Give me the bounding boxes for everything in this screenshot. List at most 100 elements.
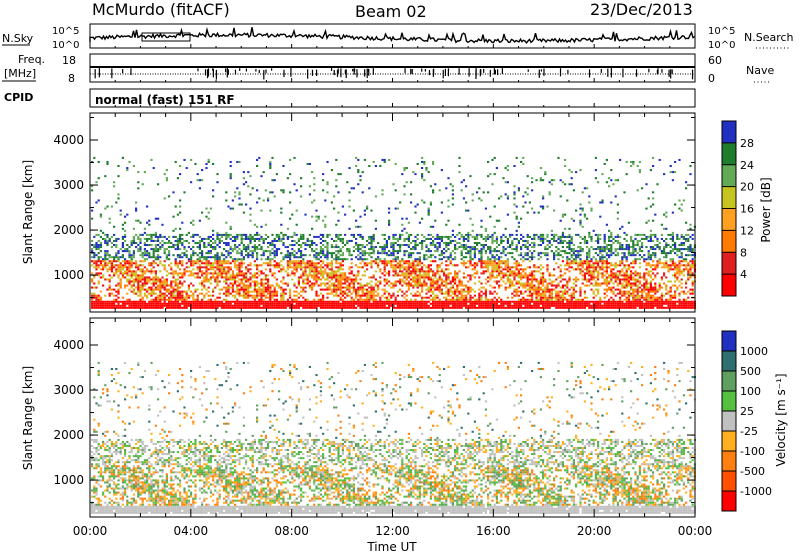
heatmap-cell (434, 280, 437, 283)
heatmap-cell (495, 258, 498, 261)
heatmap-cell (405, 282, 408, 285)
heatmap-cell (546, 258, 549, 261)
heatmap-cell (348, 191, 351, 194)
heatmap-cell (97, 306, 100, 309)
heatmap-cell (159, 278, 162, 281)
heatmap-cell (458, 306, 461, 309)
heatmap-cell (467, 231, 470, 234)
heatmap-cell (403, 169, 406, 172)
heatmap-cell (132, 165, 135, 168)
heatmap-cell (491, 250, 494, 253)
heatmap-cell (403, 272, 406, 275)
heatmap-cell (249, 239, 252, 242)
heatmap-cell (143, 292, 146, 295)
heatmap-cell (330, 254, 333, 257)
heatmap-cell (418, 304, 421, 307)
heatmap-cell (480, 262, 483, 265)
heatmap-cell (491, 306, 494, 309)
heatmap-cell (225, 288, 228, 291)
heatmap-cell (308, 260, 311, 263)
heatmap-cell (506, 304, 509, 307)
heatmap-cell (524, 239, 527, 242)
heatmap-cell (522, 286, 525, 289)
heatmap-cell (308, 162, 311, 166)
heatmap-cell (346, 302, 349, 305)
heatmap-cell (157, 300, 160, 303)
heatmap-cell (192, 252, 195, 255)
heatmap-cell (154, 288, 157, 291)
heatmap-cell (163, 278, 166, 281)
heatmap-cell (366, 282, 369, 285)
heatmap-cell (423, 302, 426, 305)
heatmap-cell (245, 278, 248, 281)
heatmap-cell (513, 290, 516, 293)
heatmap-cell (306, 239, 309, 242)
heatmap-cell (432, 270, 435, 273)
heatmap-cell (146, 288, 149, 291)
heatmap-cell (357, 286, 360, 289)
cpid-label: CPID (4, 91, 33, 104)
heatmap-cell (110, 270, 113, 273)
heatmap-cell (372, 276, 375, 279)
freq-panel: Freq. [MHz] 18 8 60 0 Nave (2, 53, 774, 85)
heatmap-cell (451, 239, 454, 242)
heatmap-cell (425, 244, 428, 247)
heatmap-cell (379, 268, 382, 271)
heatmap-cell (212, 276, 215, 279)
heatmap-cell (115, 246, 118, 249)
heatmap-cell (478, 292, 481, 295)
heatmap-cell (544, 173, 547, 176)
heatmap-cell (392, 300, 395, 303)
heatmap-cell (115, 306, 118, 309)
heatmap-cell (324, 264, 327, 267)
heatmap-cell (515, 272, 518, 275)
heatmap-cell (319, 304, 322, 307)
heatmap-cell (306, 298, 309, 301)
heatmap-cell (348, 227, 351, 230)
heatmap-cell (143, 304, 146, 307)
heatmap-cell (322, 173, 325, 176)
heatmap-cell (291, 248, 294, 251)
heatmap-cell (482, 292, 485, 295)
heatmap-cell (407, 286, 410, 289)
heatmap-cell (436, 278, 439, 281)
heatmap-cell (447, 288, 450, 291)
heatmap-cell (484, 282, 487, 285)
heatmap-cell (113, 258, 116, 261)
heatmap-cell (405, 306, 408, 309)
heatmap-cell (269, 250, 272, 253)
heatmap-cell (124, 264, 127, 267)
heatmap-cell (504, 282, 507, 285)
heatmap-cell (154, 278, 157, 281)
heatmap-cell (546, 233, 549, 236)
heatmap-cell (247, 280, 250, 283)
heatmap-cell (344, 244, 347, 247)
heatmap-cell (198, 270, 201, 273)
heatmap-cell (245, 306, 248, 309)
heatmap-cell (245, 276, 248, 279)
heatmap-cell (438, 276, 441, 279)
heatmap-cell (291, 302, 294, 305)
heatmap-cell (157, 183, 160, 186)
heatmap-cell (203, 278, 206, 281)
heatmap-cell (550, 302, 553, 305)
heatmap-cell (289, 296, 292, 299)
heatmap-cell (192, 296, 195, 299)
heatmap-cell (330, 302, 333, 305)
heatmap-cell (405, 278, 408, 281)
heatmap-cell (317, 272, 320, 275)
heatmap-cell (238, 284, 241, 287)
heatmap-cell (304, 266, 307, 269)
heatmap-cell (469, 302, 472, 305)
heatmap-cell (181, 264, 184, 267)
heatmap-cell (324, 246, 327, 249)
heatmap-cell (117, 276, 120, 279)
heatmap-cell (513, 197, 516, 200)
heatmap-cell (388, 298, 391, 301)
heatmap-cell (264, 276, 267, 279)
heatmap-cell (97, 177, 100, 180)
heatmap-cell (117, 292, 120, 295)
heatmap-cell (132, 290, 135, 293)
heatmap-cell (462, 284, 465, 287)
heatmap-cell (370, 256, 373, 259)
